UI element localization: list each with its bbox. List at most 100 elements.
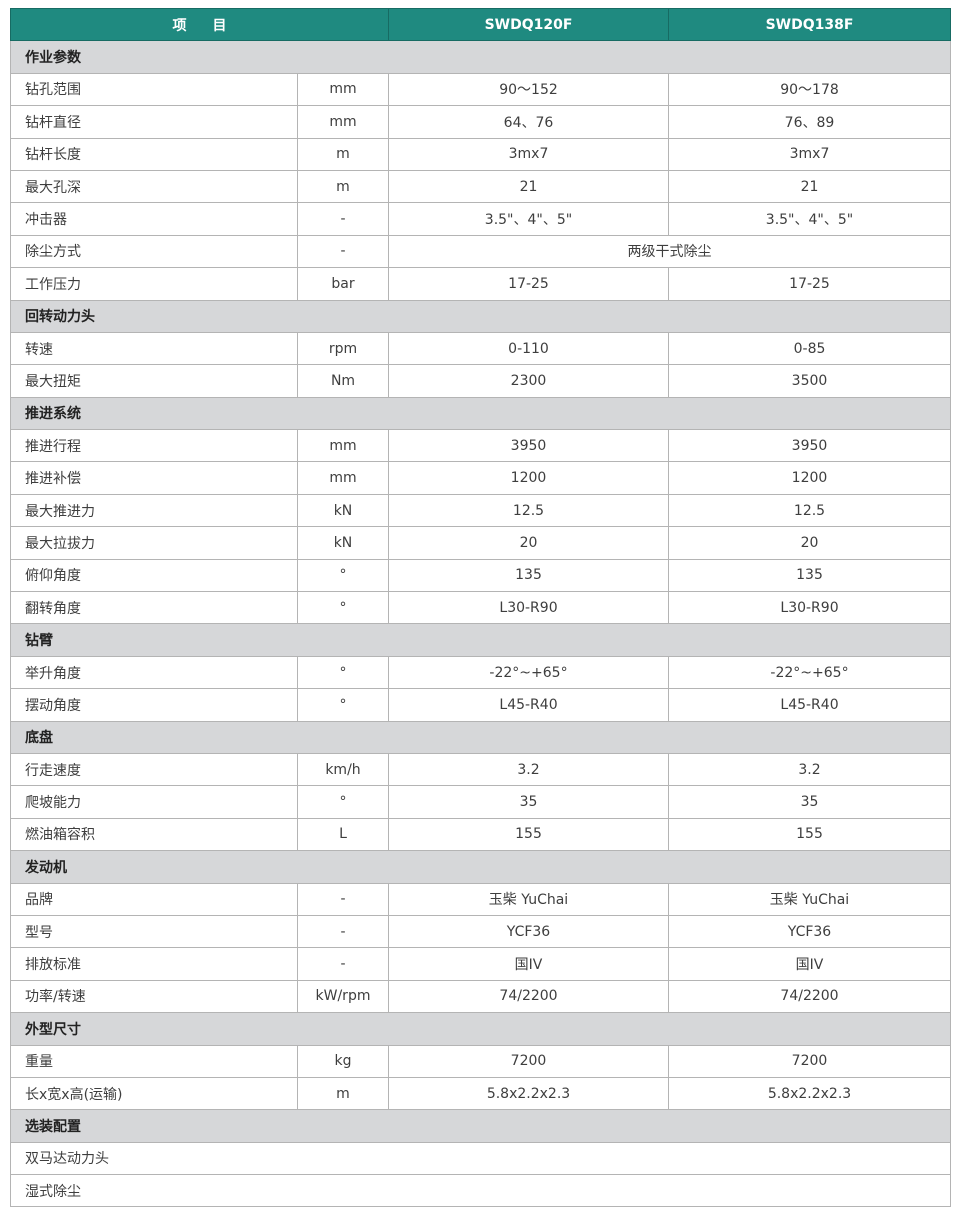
header-item: 项目 <box>10 7 389 42</box>
param-label: 钻杆长度 <box>10 137 298 171</box>
param-value-swdq138f: 3950 <box>668 429 951 463</box>
param-unit: m <box>297 1076 389 1111</box>
param-unit: Nm <box>297 364 389 398</box>
param-value-swdq138f: 5.8x2.2x2.3 <box>668 1076 951 1111</box>
param-value-swdq138f: 76、89 <box>668 105 951 139</box>
param-label: 长x宽x高(运输) <box>10 1076 298 1111</box>
section-title: 钻臂 <box>10 623 951 657</box>
table-row: 钻杆长度 m 3mx7 3mx7 <box>10 137 951 171</box>
param-unit: m <box>297 169 389 204</box>
table-row: 最大孔深 m 21 21 <box>10 169 951 204</box>
table-row: 最大拉拔力 kN 20 20 <box>10 526 951 560</box>
section-title: 底盘 <box>10 720 951 754</box>
param-value-swdq120f: 3.2 <box>388 752 669 787</box>
spec-table: 项目 SWDQ120F SWDQ138F 作业参数 钻孔范围 mm 90～152 90～… <box>10 7 951 1208</box>
table-row: 俯仰角度 ° 135 135 <box>10 558 951 593</box>
param-value-swdq138f: 135 <box>668 558 951 593</box>
param-value-swdq120f: 2300 <box>388 364 669 398</box>
param-value-swdq120f: 12.5 <box>388 493 669 528</box>
param-label: 俯仰角度 <box>10 558 298 593</box>
param-label: 推进补偿 <box>10 461 298 495</box>
param-unit: kN <box>297 526 389 560</box>
section-title: 选装配置 <box>10 1109 951 1143</box>
param-value-swdq120f: 135 <box>388 558 669 593</box>
table-row: 工作压力 bar 17-25 17-25 <box>10 267 951 301</box>
param-value-swdq120f: 155 <box>388 817 669 852</box>
header-model-1: SWDQ120F <box>388 7 669 42</box>
table-row: 型号 - YCF36 YCF36 <box>10 914 951 949</box>
param-label: 行走速度 <box>10 752 298 787</box>
param-value-swdq138f: 国IV <box>668 947 951 981</box>
param-value-swdq120f: 1200 <box>388 461 669 495</box>
param-unit: mm <box>297 461 389 495</box>
param-value-swdq120f: 国IV <box>388 947 669 981</box>
table-row: 长x宽x高(运输) m 5.8x2.2x2.3 5.8x2.2x2.3 <box>10 1076 951 1111</box>
param-value-swdq120f: L30-R90 <box>388 591 669 625</box>
param-label: 钻杆直径 <box>10 105 298 139</box>
param-unit: ° <box>297 591 389 625</box>
param-unit: mm <box>297 105 389 139</box>
param-label: 钻孔范围 <box>10 72 298 107</box>
option-label: 双马达动力头 <box>10 1141 951 1176</box>
param-label: 品牌 <box>10 882 298 916</box>
param-unit: bar <box>297 267 389 301</box>
param-label: 工作压力 <box>10 267 298 301</box>
param-label: 重量 <box>10 1044 298 1078</box>
param-value-swdq138f: 1200 <box>668 461 951 495</box>
section-title: 推进系统 <box>10 396 951 431</box>
section-header-row: 外型尺寸 <box>10 1012 951 1046</box>
table-row: 推进行程 mm 3950 3950 <box>10 429 951 463</box>
table-row: 钻杆直径 mm 64、76 76、89 <box>10 105 951 139</box>
param-unit: - <box>297 234 389 269</box>
table-row: 排放标准 - 国IV 国IV <box>10 947 951 981</box>
param-value-swdq120f: -22°~+65° <box>388 655 669 690</box>
param-label: 最大拉拔力 <box>10 526 298 560</box>
param-value-swdq138f: 3.5"、4"、5" <box>668 202 951 236</box>
section-title: 发动机 <box>10 850 951 884</box>
param-value-swdq138f: 20 <box>668 526 951 560</box>
param-label: 翻转角度 <box>10 591 298 625</box>
section-header-row: 回转动力头 <box>10 299 951 333</box>
table-row: 品牌 - 玉柴 YuChai 玉柴 YuChai <box>10 882 951 916</box>
param-value-swdq120f: YCF36 <box>388 914 669 949</box>
param-value-swdq120f: 0-110 <box>388 331 669 366</box>
param-value-swdq138f: 玉柴 YuChai <box>668 882 951 916</box>
param-value-swdq138f: 17-25 <box>668 267 951 301</box>
header-item-label: 项目 <box>172 17 253 34</box>
table-row: 燃油箱容积 L 155 155 <box>10 817 951 852</box>
param-value-swdq138f: 12.5 <box>668 493 951 528</box>
param-label: 最大扭矩 <box>10 364 298 398</box>
param-value-swdq138f: YCF36 <box>668 914 951 949</box>
table-row: 举升角度 ° -22°~+65° -22°~+65° <box>10 655 951 690</box>
table-row: 最大扭矩 Nm 2300 3500 <box>10 364 951 398</box>
section-header-row: 底盘 <box>10 720 951 754</box>
param-label: 除尘方式 <box>10 234 298 269</box>
param-unit: ° <box>297 655 389 690</box>
table-row: 双马达动力头 <box>10 1141 951 1176</box>
param-value-swdq120f: 20 <box>388 526 669 560</box>
param-value-swdq120f: 21 <box>388 169 669 204</box>
table-row: 重量 kg 7200 7200 <box>10 1044 951 1078</box>
param-unit: kg <box>297 1044 389 1078</box>
param-value-swdq120f: 7200 <box>388 1044 669 1078</box>
param-label: 摆动角度 <box>10 688 298 722</box>
param-label: 燃油箱容积 <box>10 817 298 852</box>
spec-table-body: 作业参数 钻孔范围 mm 90～152 90～178 钻杆直径 mm 64、76 76、89 钻杆… <box>10 40 951 1208</box>
param-unit: rpm <box>297 331 389 366</box>
param-value-swdq138f: 21 <box>668 169 951 204</box>
param-value-swdq138f: 35 <box>668 785 951 819</box>
param-unit: ° <box>297 688 389 722</box>
param-unit: km/h <box>297 752 389 787</box>
param-unit: ° <box>297 558 389 593</box>
param-label: 转速 <box>10 331 298 366</box>
option-label: 湿式除尘 <box>10 1174 951 1208</box>
param-unit: kN <box>297 493 389 528</box>
param-value-swdq120f: 3mx7 <box>388 137 669 171</box>
param-value-swdq138f: 74/2200 <box>668 979 951 1014</box>
table-row: 钻孔范围 mm 90～152 90～178 <box>10 72 951 107</box>
param-value-swdq120f: 74/2200 <box>388 979 669 1014</box>
param-value-swdq120f: L45-R40 <box>388 688 669 722</box>
param-label: 排放标准 <box>10 947 298 981</box>
param-value-swdq138f: 0-85 <box>668 331 951 366</box>
param-unit: - <box>297 914 389 949</box>
